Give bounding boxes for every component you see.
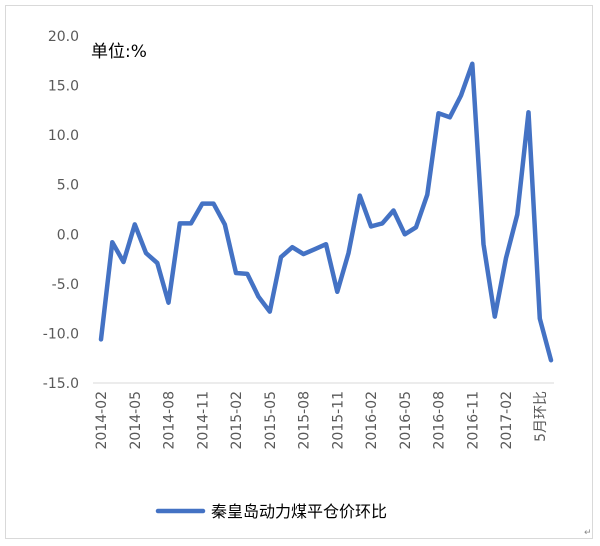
x-axis-ticks: 2014-02 2014-05 2014-08 2014-11 2015-02 2015-… xyxy=(94,391,549,450)
x-tick-label: 2016-08 xyxy=(432,391,448,450)
x-tick-label: 2015-11 xyxy=(330,391,346,450)
y-tick-label: -5.0 xyxy=(52,277,79,293)
x-tick-label: 2016-02 xyxy=(364,391,380,450)
x-tick-label: 2016-11 xyxy=(465,391,481,450)
x-tick-label: 2015-05 xyxy=(263,391,279,450)
line-chart: 单位:% 20.0 15.0 10.0 5.0 0.0 -5.0 -10.0 -15.0 20… xyxy=(43,29,554,521)
x-tick-label: 2014-11 xyxy=(195,391,211,450)
legend-label: 秦皇岛动力煤平仓价环比 xyxy=(211,502,387,521)
y-axis-ticks: 20.0 15.0 10.0 5.0 0.0 -5.0 -10.0 -15.0 xyxy=(43,29,79,392)
x-tick-label: 2015-08 xyxy=(297,391,313,450)
x-tick-label: 2017-02 xyxy=(499,391,515,450)
y-tick-label: 0.0 xyxy=(57,227,79,243)
unit-label: 单位:% xyxy=(91,42,147,62)
x-tick-label: 2015-02 xyxy=(229,391,245,450)
y-tick-label: -10.0 xyxy=(43,326,79,342)
series-line xyxy=(98,61,554,363)
x-tick-label: 2014-02 xyxy=(94,391,110,450)
x-tick-label: 2016-05 xyxy=(398,391,414,450)
y-tick-label: 15.0 xyxy=(48,79,79,95)
y-tick-label: 20.0 xyxy=(48,29,79,45)
x-tick-label: 2014-08 xyxy=(162,391,178,450)
y-tick-label: 5.0 xyxy=(57,178,79,194)
x-tick-label: 2014-05 xyxy=(128,391,144,450)
corner-mark: ↵ xyxy=(584,528,592,538)
y-tick-label: 10.0 xyxy=(48,128,79,144)
x-tick-label: 5月环比 xyxy=(533,391,549,442)
chart-frame: 单位:% 20.0 15.0 10.0 5.0 0.0 -5.0 -10.0 -15.0 20… xyxy=(5,5,593,539)
y-tick-label: -15.0 xyxy=(43,376,79,392)
